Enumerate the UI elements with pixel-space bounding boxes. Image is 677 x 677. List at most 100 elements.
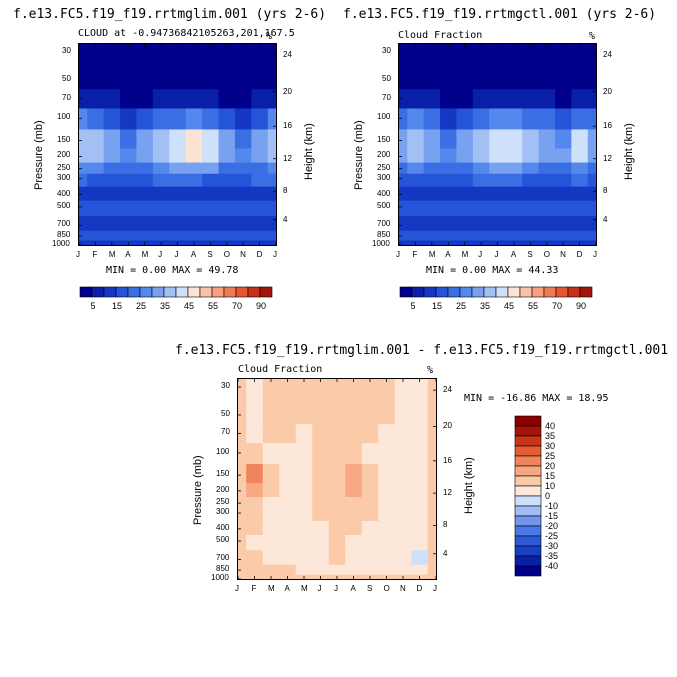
- heatmap-cell: [246, 534, 264, 551]
- heatmap-cell: [440, 230, 458, 242]
- heatmap-cell: [120, 148, 138, 164]
- heatmap-cell: [361, 464, 379, 484]
- heatmap-cell: [472, 162, 490, 175]
- x-tick-label: D: [576, 250, 583, 259]
- x-tick-label: F: [92, 250, 98, 259]
- heatmap-cell: [234, 108, 252, 131]
- colorbar-swatch: [514, 485, 542, 497]
- heatmap-cell: [267, 66, 277, 91]
- colorbar-label: -35: [545, 551, 558, 561]
- heatmap-cell: [378, 464, 396, 484]
- heatmap-cell: [279, 443, 297, 465]
- heatmap-cell: [79, 240, 88, 246]
- x-tick-label: A: [284, 584, 290, 593]
- heatmap-cell: [394, 424, 412, 444]
- heatmap-cell: [571, 108, 589, 131]
- heatmap-cell: [169, 162, 187, 175]
- heatmap-cell: [185, 230, 203, 242]
- heatmap-cell: [440, 216, 458, 232]
- heatmap-cell: [202, 66, 220, 91]
- heatmap-cell: [279, 400, 297, 425]
- heatmap-cell: [312, 550, 330, 566]
- heatmap-cell: [262, 464, 280, 484]
- heatmap-cell: [251, 200, 269, 217]
- panel3-units: %: [427, 365, 434, 376]
- heatmap-cell: [152, 44, 170, 67]
- y-tick-label: 30: [62, 46, 71, 56]
- heatmap-cell: [456, 108, 474, 131]
- heatmap-cell: [411, 424, 429, 444]
- heatmap-cell: [587, 162, 597, 175]
- heatmap-cell: [246, 379, 264, 402]
- colorbar-swatch: [514, 545, 542, 557]
- x-tick-label: F: [251, 584, 257, 593]
- heatmap-cell: [328, 443, 346, 465]
- colorbar-swatch: [519, 286, 533, 298]
- heatmap-cell: [87, 162, 105, 175]
- heatmap-cell: [202, 186, 220, 202]
- heatmap-cell: [489, 162, 507, 175]
- heatmap-cell: [522, 173, 540, 188]
- colorbar-swatch: [187, 286, 201, 298]
- heatmap-cell: [538, 230, 556, 242]
- colorbar-swatch: [139, 286, 153, 298]
- heatmap-cell: [587, 216, 597, 232]
- heatmap-cell: [262, 400, 280, 425]
- heatmap-cell: [522, 230, 540, 242]
- heatmap-cell: [262, 550, 280, 566]
- heatmap-cell: [267, 173, 277, 188]
- heatmap-cell: [394, 534, 412, 551]
- heatmap-cell: [423, 108, 441, 131]
- heatmap-cell: [103, 129, 121, 150]
- heatmap-cell: [489, 66, 507, 91]
- x-tick-label: J: [317, 584, 322, 593]
- panel1-header: f.e13.FC5.f19_f19.rrtmglim.001 (yrs 2-6): [13, 7, 327, 22]
- y2-tick-label: 4: [603, 214, 608, 224]
- heatmap-cell: [345, 550, 363, 566]
- heatmap-cell: [423, 216, 441, 232]
- heatmap-cell: [312, 520, 330, 536]
- y-tick-label: 850: [57, 230, 71, 240]
- heatmap-cell: [246, 464, 264, 484]
- heatmap-cell: [136, 129, 154, 150]
- heatmap-cell: [399, 186, 408, 202]
- y-tick-label: 300: [377, 172, 391, 182]
- colorbar-label: 15: [112, 301, 122, 311]
- heatmap-cell: [456, 129, 474, 150]
- colorbar-swatch: [514, 455, 542, 467]
- panel1-y2label: Height (km): [303, 123, 315, 180]
- heatmap-cell: [522, 148, 540, 164]
- heatmap-cell: [456, 173, 474, 188]
- heatmap-cell: [554, 108, 572, 131]
- y2-tick-label: 12: [603, 153, 612, 163]
- x-tick-label: J: [334, 584, 338, 593]
- heatmap-cell: [440, 173, 458, 188]
- heatmap-cell: [218, 173, 236, 188]
- panel1-ylabel: Pressure (mb): [33, 120, 45, 190]
- colorbar-label: -40: [545, 561, 558, 571]
- heatmap-cell: [251, 66, 269, 91]
- heatmap-cell: [407, 162, 425, 175]
- colorbar-label: 35: [160, 301, 170, 311]
- heatmap-cell: [295, 520, 313, 536]
- y-tick-label: 1000: [372, 239, 390, 248]
- heatmap-cell: [328, 379, 346, 402]
- heatmap-cell: [267, 162, 277, 175]
- heatmap-cell: [120, 173, 138, 188]
- panel2-heatmap: [398, 43, 597, 246]
- heatmap-cell: [246, 443, 264, 465]
- heatmap-cell: [120, 129, 138, 150]
- heatmap-cell: [169, 216, 187, 232]
- heatmap-cell: [345, 483, 363, 498]
- y-tick-label: 50: [382, 74, 391, 84]
- heatmap-cell: [345, 508, 363, 522]
- heatmap-cell: [238, 574, 247, 580]
- heatmap-cell: [440, 44, 458, 67]
- heatmap-cell: [87, 148, 105, 164]
- colorbar-swatch: [399, 286, 413, 298]
- heatmap-cell: [394, 550, 412, 566]
- heatmap-cell: [328, 520, 346, 536]
- heatmap-cell: [407, 89, 425, 110]
- colorbar-label: 90: [576, 301, 586, 311]
- heatmap-cell: [136, 44, 154, 67]
